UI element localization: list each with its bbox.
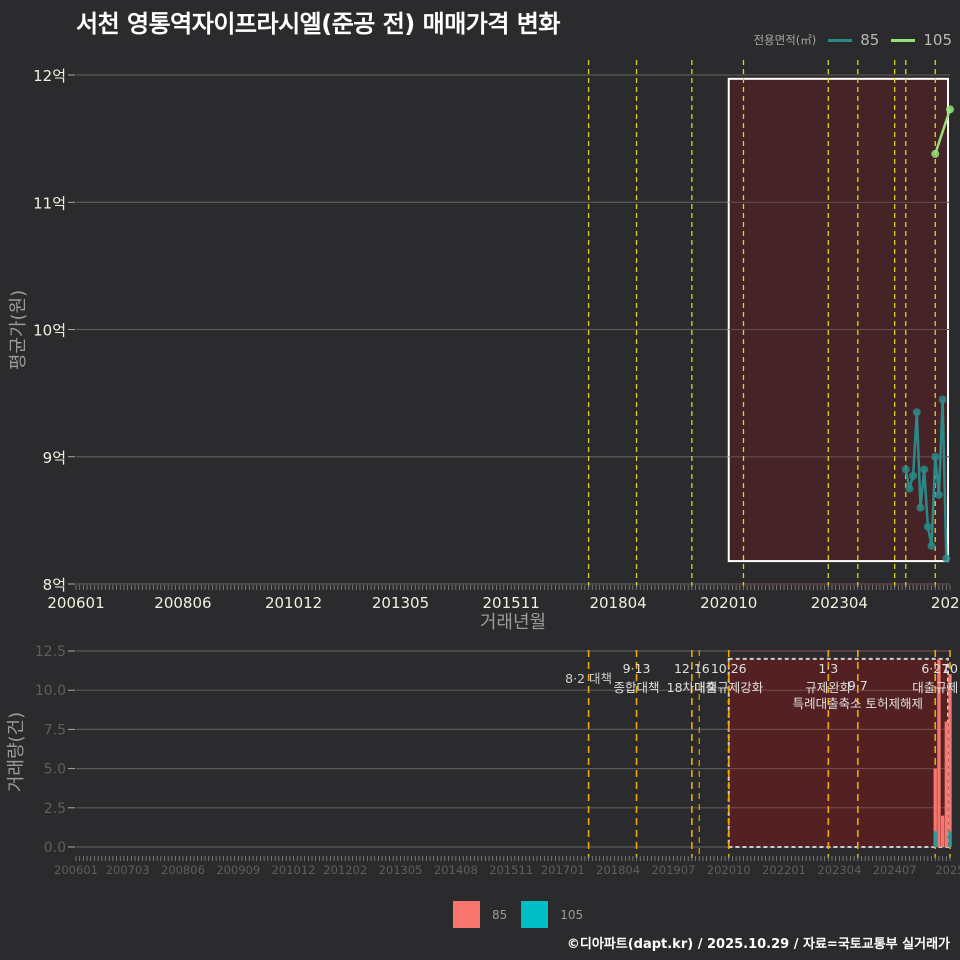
data-point [935,491,943,499]
x-tick-label: 200806 [161,863,205,877]
x-tick-label: 200806 [154,594,211,612]
bar-85 [941,816,944,847]
bar-105 [948,831,951,847]
legend-swatch-85-icon [453,901,480,928]
y-axis-title: 평균가(원) [8,290,29,370]
data-point [931,150,939,158]
policy-annotation: 8·2 대책 [565,671,612,686]
data-point [931,453,939,461]
data-point [924,523,932,531]
bar-85 [948,675,951,847]
x-tick-label: 201907 [651,863,695,877]
y-tick-label: 12.5 [35,644,66,660]
x-tick-label: 200909 [216,863,260,877]
y-axis-title: 거래량(건) [6,712,27,792]
y-tick-label: 0.0 [44,840,66,856]
policy-annotation: 대출규제 [912,680,958,695]
data-point [942,555,950,563]
bar-105 [934,831,937,847]
x-tick-label: 200601 [47,594,104,612]
x-tick-label: 201202 [323,863,367,877]
highlight-period-rect [729,79,948,561]
x-tick-label: 201511 [483,594,540,612]
x-tick-label: 202304 [817,863,861,877]
y-tick-label: 5.0 [44,762,66,778]
policy-annotation: 대출규제강화 [694,680,764,695]
legend-label-85: 85 [492,908,507,922]
x-axis-title: 거래년월 [480,612,546,633]
x-tick-label: 201305 [379,863,423,877]
y-tick-label: 9억 [43,449,66,467]
data-point [928,542,936,550]
y-tick-label: 11억 [33,194,66,212]
data-point [913,408,921,416]
data-point [909,472,917,480]
policy-annotation: 12·16 [674,661,710,676]
x-tick-label: 201408 [434,863,478,877]
y-tick-label: 12억 [33,67,66,85]
x-tick-label: 201804 [589,594,646,612]
x-tick-label: 201804 [596,863,640,877]
x-tick-label: 201012 [265,594,322,612]
policy-annotation: 10·26 [711,661,747,676]
x-tick-label: 201701 [541,863,585,877]
data-point [905,485,913,493]
chart-canvas: 8억 9억 10억 11억 12억 200601 200806 201012 201305 201… [0,0,960,960]
x-tick-label: 202304 [811,594,868,612]
x-tick-label: 201305 [372,594,429,612]
x-tick-label: 201012 [272,863,316,877]
x-tick-label: 202010 [707,863,751,877]
data-point [902,465,910,473]
data-point [920,465,928,473]
legend-swatch-105-icon [521,901,548,928]
y-tick-label: 2.5 [44,801,66,817]
policy-annotation: 종합대책 [614,680,660,695]
x-tick-label: 200601 [54,863,98,877]
y-tick-label: 7.5 [44,722,66,738]
x-tick-label: 202407 [873,863,917,877]
policy-annotation: 9·7 [848,678,868,693]
source-footer: ©디아파트(dapt.kr) / 2025.10.29 / 자료=국토교통부 실… [567,933,950,952]
data-point [916,504,924,512]
policy-annotation: 규제완화 [805,680,852,695]
x-tick-label: 202201 [762,863,806,877]
x-tick-label: 202010 [700,594,757,612]
y-tick-label: 8억 [43,576,66,594]
bar-85 [945,722,948,847]
x-tick-label: 2025 [935,863,960,877]
policy-annotation: 특례대출축소 토허제해제 [793,696,923,711]
y-tick-label: 10억 [33,322,66,340]
data-point [946,105,954,113]
x-tick-label: 2025 [931,594,960,612]
policy-annotation: 10 [942,661,958,676]
legend-volume: 85 105 [453,901,597,928]
y-tick-label: 10.0 [35,683,66,699]
legend-label-105: 105 [560,908,583,922]
x-tick-label: 200703 [106,863,150,877]
x-tick-label: 201511 [489,863,533,877]
data-point [939,395,947,403]
policy-annotation: 1·3 [818,661,838,676]
policy-annotation: 9·13 [623,661,651,676]
